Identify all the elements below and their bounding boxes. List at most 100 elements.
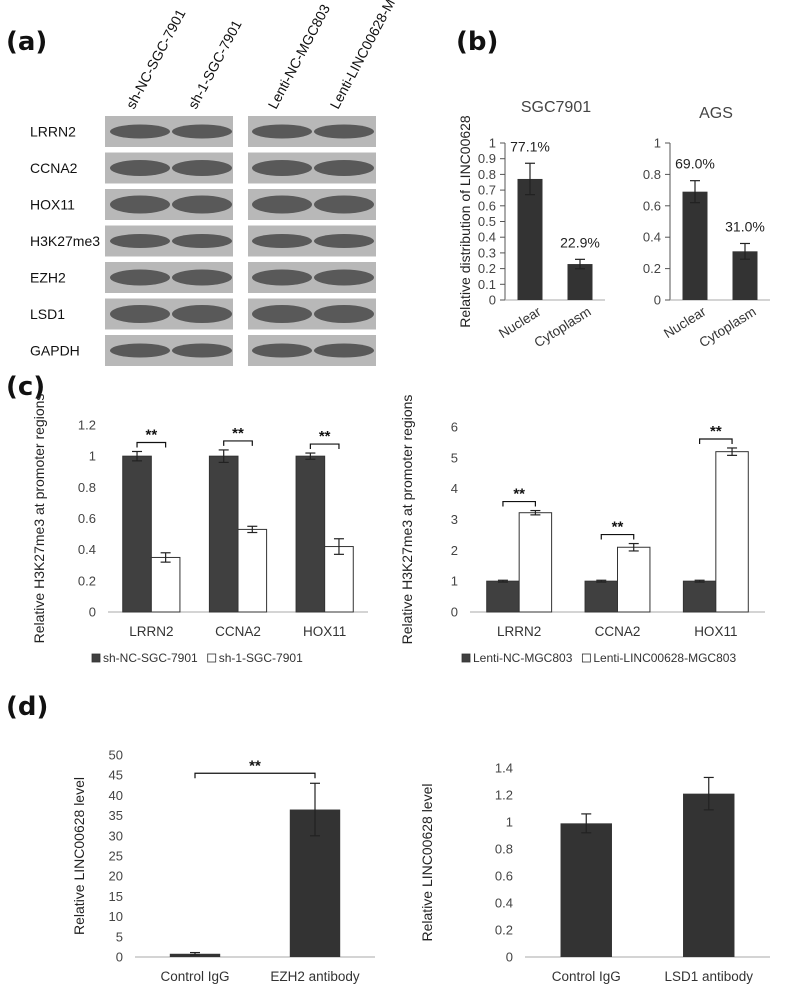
x-tick-label: LRRN2 <box>129 624 173 639</box>
y-tick-label: 3 <box>451 512 458 527</box>
legend-label: sh-1-SGC-7901 <box>219 651 303 665</box>
legend-swatch <box>461 653 471 663</box>
blot-band <box>314 234 374 248</box>
x-tick-label: EZH2 antibody <box>270 969 360 984</box>
protein-label: EZH2 <box>30 270 66 286</box>
blot-band <box>110 160 170 176</box>
y-tick-label: 1 <box>654 136 661 151</box>
y-tick-label: 0.6 <box>495 869 513 884</box>
bar <box>567 264 593 300</box>
y-tick-label: 0.7 <box>478 183 496 198</box>
bar <box>518 512 553 613</box>
y-tick-label: 0 <box>89 605 96 620</box>
bar <box>208 455 239 613</box>
x-tick-label: Cytoplasm <box>532 304 594 351</box>
bar <box>122 455 152 613</box>
y-tick-label: 30 <box>109 828 123 843</box>
blot-band <box>172 234 232 248</box>
y-axis-label: Relative LINC00628 level <box>419 784 435 942</box>
blot-band <box>314 305 374 323</box>
y-tick-label: 1.4 <box>495 761 513 776</box>
y-tick-label: 5 <box>451 450 458 465</box>
y-tick-label: 0.2 <box>643 261 661 276</box>
lane-label: sh-NC-SGC-7901 <box>123 6 189 111</box>
significance-bracket <box>194 772 316 779</box>
y-tick-label: 0.6 <box>78 511 96 526</box>
value-label: 22.9% <box>560 234 600 250</box>
protein-label: HOX11 <box>30 197 75 213</box>
y-tick-label: 0.2 <box>478 261 496 276</box>
y-tick-label: 1 <box>89 449 96 464</box>
y-tick-label: 0.4 <box>478 230 496 245</box>
y-tick-label: 2 <box>451 543 458 558</box>
y-tick-label: 0.6 <box>478 198 496 213</box>
lane-label: Lenti-LINC00628-MGC803 <box>327 0 419 111</box>
blot-band <box>252 343 312 358</box>
significance-bracket <box>699 438 733 444</box>
blot-band <box>172 305 232 323</box>
bar <box>150 556 181 613</box>
legend-swatch <box>207 653 217 663</box>
y-tick-label: 35 <box>109 808 123 823</box>
bar <box>324 546 354 613</box>
significance-label: ** <box>232 425 244 442</box>
bar <box>682 580 717 613</box>
blot-band <box>314 124 374 139</box>
value-label: 77.1% <box>510 138 550 154</box>
y-tick-label: 0.3 <box>478 245 496 260</box>
legend-label: Lenti-LINC00628-MGC803 <box>593 651 736 665</box>
y-tick-label: 5 <box>116 929 123 944</box>
bar <box>486 580 520 613</box>
x-tick-label: Cytoplasm <box>697 304 759 351</box>
y-tick-label: 0 <box>506 950 513 965</box>
y-tick-label: 1 <box>451 574 458 589</box>
panel-label: (a) <box>6 27 47 57</box>
significance-label: ** <box>710 423 722 440</box>
value-label: 69.0% <box>675 156 715 172</box>
significance-bracket <box>136 441 167 448</box>
y-tick-label: 0.2 <box>495 923 513 938</box>
lane-label: Lenti-NC-MGC803 <box>265 1 334 111</box>
significance-bracket <box>502 500 536 507</box>
blot-band <box>172 343 232 358</box>
x-tick-label: HOX11 <box>694 624 737 639</box>
blot-band <box>110 195 170 214</box>
significance-bracket <box>600 533 635 540</box>
blot-band <box>252 160 312 176</box>
blot-band <box>172 269 232 286</box>
bar <box>715 451 749 613</box>
blot-band <box>172 124 232 139</box>
y-tick-label: 25 <box>109 849 123 864</box>
y-tick-label: 0.2 <box>78 573 96 588</box>
y-tick-label: 20 <box>109 869 123 884</box>
y-tick-label: 40 <box>109 788 123 803</box>
legend-swatch <box>581 653 591 663</box>
blot-band <box>314 343 374 358</box>
protein-label: GAPDH <box>30 343 80 359</box>
x-tick-label: CCNA2 <box>595 624 641 639</box>
panel-label: (c) <box>6 372 45 402</box>
y-tick-label: 6 <box>451 420 458 435</box>
y-tick-label: 0 <box>489 293 496 308</box>
bar <box>682 191 708 300</box>
y-tick-label: 0.4 <box>495 896 513 911</box>
y-tick-label: 0.8 <box>478 167 496 182</box>
y-tick-label: 0.8 <box>643 167 661 182</box>
y-tick-label: 15 <box>109 889 123 904</box>
legend-label: sh-NC-SGC-7901 <box>103 651 198 665</box>
y-tick-label: 0 <box>654 293 661 308</box>
blot-band <box>110 234 170 248</box>
legend-label: Lenti-NC-MGC803 <box>473 651 573 665</box>
bar <box>237 528 268 613</box>
legend-swatch <box>91 653 101 663</box>
blot-band <box>252 195 312 214</box>
blot-band <box>110 269 170 286</box>
y-axis-label: Relative LINC00628 level <box>71 777 87 935</box>
y-tick-label: 1.2 <box>495 788 513 803</box>
bar <box>683 793 735 957</box>
y-tick-label: 0.4 <box>78 542 96 557</box>
y-tick-label: 4 <box>451 481 458 496</box>
x-tick-label: Control IgG <box>552 969 621 984</box>
y-tick-label: 0 <box>116 950 123 965</box>
bar <box>295 455 326 613</box>
